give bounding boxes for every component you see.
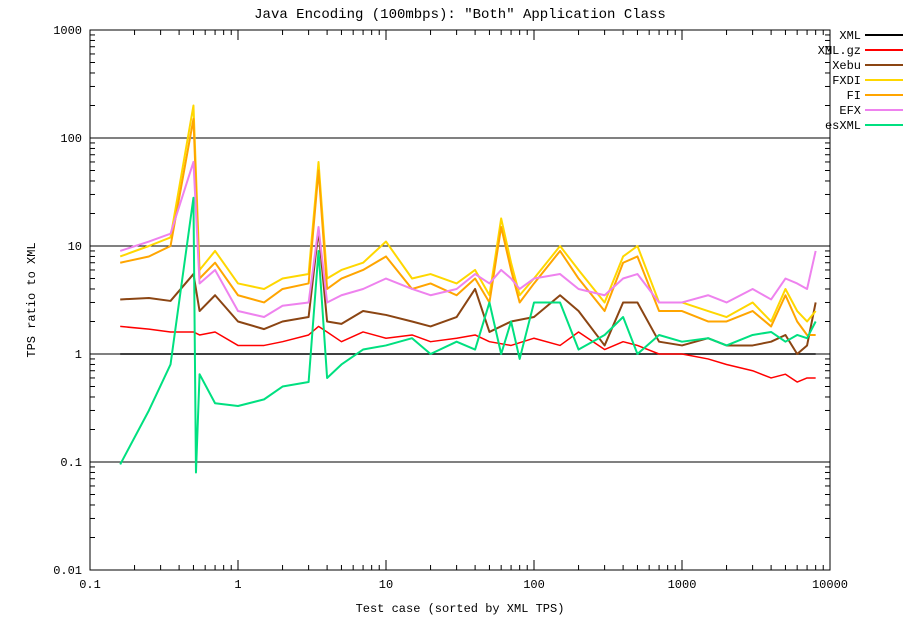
y-tick-label: 1000 <box>53 24 82 38</box>
legend-label: FI <box>847 89 861 103</box>
legend-label: esXML <box>825 119 861 133</box>
y-tick-label: 100 <box>60 132 82 146</box>
x-axis-label: Test case (sorted by XML TPS) <box>356 602 565 616</box>
x-tick-label: 10000 <box>812 578 848 592</box>
y-tick-label: 1 <box>75 348 82 362</box>
y-tick-label: 10 <box>68 240 82 254</box>
y-axis-label: TPS ratio to XML <box>25 242 39 357</box>
x-tick-label: 10 <box>379 578 393 592</box>
y-tick-label: 0.1 <box>60 456 82 470</box>
x-tick-label: 0.1 <box>79 578 101 592</box>
legend-label: EFX <box>839 104 861 118</box>
chart-title: Java Encoding (100mbps): "Both" Applicat… <box>254 7 666 23</box>
y-tick-label: 0.01 <box>53 564 82 578</box>
x-tick-label: 1 <box>234 578 241 592</box>
x-tick-label: 1000 <box>668 578 697 592</box>
legend-label: XML <box>839 29 861 43</box>
legend-label: FXDI <box>832 74 861 88</box>
legend-label: Xebu <box>832 59 861 73</box>
legend-label: XML.gz <box>818 44 861 58</box>
x-tick-label: 100 <box>523 578 545 592</box>
chart-container: 0.11101001000100000.010.11101001000Java … <box>0 0 907 621</box>
line-chart: 0.11101001000100000.010.11101001000Java … <box>0 0 907 621</box>
